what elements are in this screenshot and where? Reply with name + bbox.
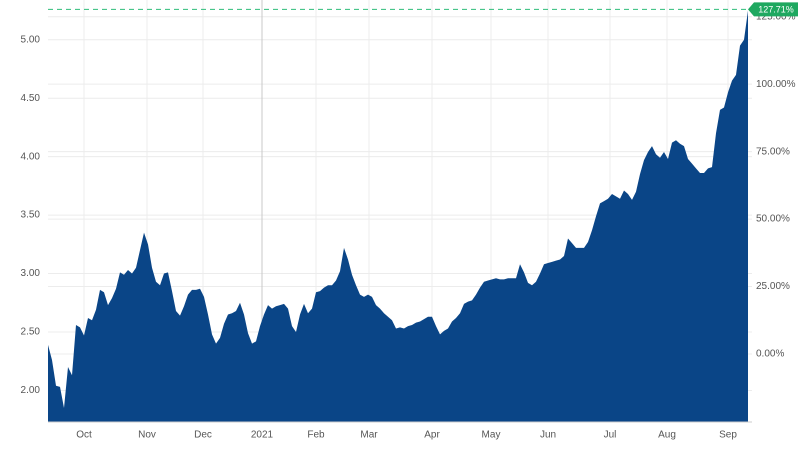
y-tick-label: 2.00 bbox=[21, 385, 41, 396]
x-tick-label: Jun bbox=[540, 430, 556, 441]
x-tick-label: Feb bbox=[307, 430, 325, 441]
y2-tick-label: 125.00% bbox=[756, 11, 796, 22]
x-tick-label: Mar bbox=[360, 430, 378, 441]
y-tick-label: 4.50 bbox=[21, 93, 41, 104]
x-tick-label: Jul bbox=[604, 430, 617, 441]
x-tick-label: Sep bbox=[719, 430, 737, 441]
x-tick-label: 2021 bbox=[251, 430, 274, 441]
y2-tick-label: 100.00% bbox=[756, 79, 796, 90]
y-tick-label: 4.00 bbox=[21, 151, 41, 162]
x-tick-label: Oct bbox=[76, 430, 92, 441]
y-tick-label: 5.00 bbox=[21, 34, 41, 45]
x-tick-label: Apr bbox=[424, 430, 440, 441]
last-value-label: 127.71% bbox=[758, 4, 794, 14]
y2-tick-label: 75.00% bbox=[756, 146, 790, 157]
y2-tick-label: 0.00% bbox=[756, 349, 784, 360]
x-tick-label: Aug bbox=[658, 430, 676, 441]
x-tick-label: Nov bbox=[138, 430, 156, 441]
y2-tick-label: 50.00% bbox=[756, 214, 790, 225]
y-tick-label: 2.50 bbox=[21, 327, 41, 338]
x-tick-label: May bbox=[482, 430, 501, 441]
last-value-badge bbox=[748, 2, 798, 17]
price-area bbox=[48, 10, 748, 422]
x-tick-label: Dec bbox=[194, 430, 212, 441]
y2-tick-label: 25.00% bbox=[756, 281, 790, 292]
y-tick-label: 3.00 bbox=[21, 268, 41, 279]
y-tick-label: 3.50 bbox=[21, 210, 41, 221]
